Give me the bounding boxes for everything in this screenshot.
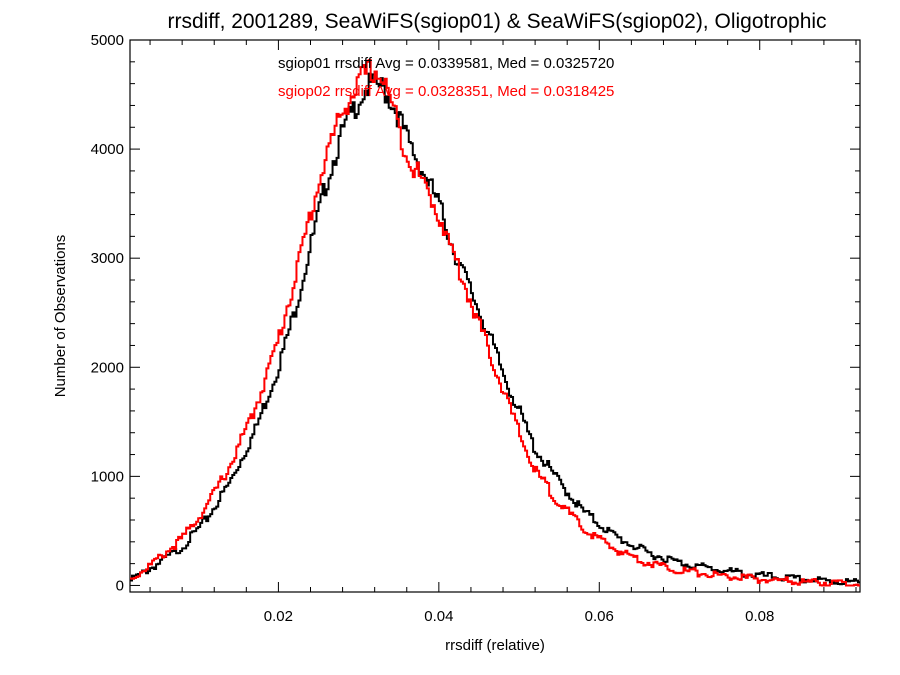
y-tick-label: 4000 — [91, 141, 124, 158]
series-sgiop02-line — [130, 59, 860, 587]
y-axis-label: Number of Observations — [52, 235, 69, 398]
chart-title: rrsdiff, 2001289, SeaWiFS(sgiop01) & Sea… — [167, 10, 826, 33]
axis-ticks — [130, 39, 860, 592]
x-tick-label: 0.06 — [585, 608, 614, 625]
y-tick-label: 1000 — [91, 468, 124, 485]
y-tick-label: 3000 — [91, 250, 124, 267]
y-tick-label: 5000 — [91, 32, 124, 49]
y-tick-label: 0 — [116, 577, 124, 594]
series-2-annotation: sgiop02 rrsdiff Avg = 0.0328351, Med = 0… — [278, 83, 614, 100]
y-tick-label: 2000 — [91, 359, 124, 376]
tick-labels: 0.02 0.04 0.06 0.08 0 1000 2000 3000 4000 5000 — [91, 32, 775, 625]
x-tick-label: 0.02 — [264, 608, 293, 625]
x-axis-label: rrsdiff (relative) — [445, 637, 545, 654]
series-1-annotation: sgiop01 rrsdiff Avg = 0.0339581, Med = 0… — [278, 55, 614, 72]
x-tick-label: 0.08 — [745, 608, 774, 625]
series-layer — [130, 59, 860, 587]
plot-frame — [129, 39, 861, 593]
series-sgiop01-line — [130, 70, 860, 586]
x-tick-label: 0.04 — [424, 608, 453, 625]
